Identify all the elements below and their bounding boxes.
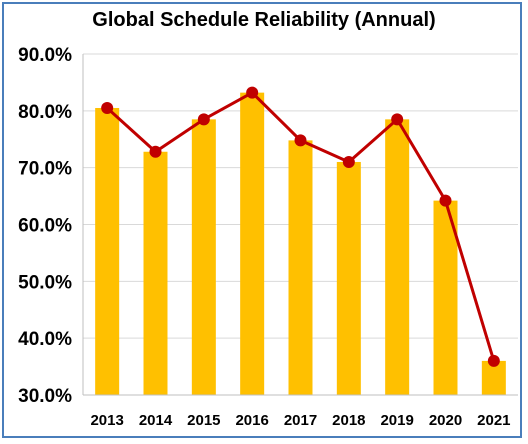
x-tick-label: 2017: [284, 412, 317, 429]
axes: [82, 54, 518, 396]
bar-2016: [240, 92, 265, 395]
line-marker-2019: [391, 113, 404, 126]
x-tick-label: 2021: [477, 412, 510, 429]
x-tick-label: 2013: [90, 412, 123, 429]
y-tick-label: 90.0%: [18, 45, 72, 66]
x-tick-label: 2020: [429, 412, 462, 429]
line-marker-2013: [101, 101, 114, 114]
line-marker-2018: [342, 155, 355, 168]
bar-series: [95, 92, 506, 395]
bar-2014: [143, 151, 168, 395]
y-tick-label: 80.0%: [18, 102, 72, 123]
y-tick-label: 50.0%: [18, 272, 72, 293]
line-marker-2015: [197, 113, 210, 126]
x-tick-label: 2019: [380, 412, 413, 429]
y-tick-label: 40.0%: [18, 329, 72, 350]
line-marker-2014: [149, 145, 162, 158]
x-tick-label: 2014: [139, 412, 173, 429]
bar-2020: [433, 200, 458, 395]
y-tick-label: 60.0%: [18, 216, 72, 237]
line-marker-2020: [439, 194, 452, 207]
x-axis-ticks: 2013 2014 2015 2016 2017 2018 2019 2020 2021: [90, 412, 510, 429]
line-marker-2017: [294, 134, 307, 147]
x-tick-label: 2016: [235, 412, 268, 429]
bar-2013: [95, 107, 120, 395]
line-marker-2016: [246, 86, 259, 99]
bar-2018: [336, 161, 361, 395]
bar-2019: [385, 119, 410, 395]
x-tick-label: 2015: [187, 412, 220, 429]
line-series: [101, 86, 500, 367]
line-marker-2021: [487, 354, 500, 367]
x-tick-label: 2018: [332, 412, 365, 429]
y-tick-label: 70.0%: [18, 159, 72, 180]
y-tick-label: 30.0%: [18, 386, 72, 407]
y-axis-ticks: 30.0% 40.0% 50.0% 60.0% 70.0% 80.0% 90.0%: [18, 45, 72, 407]
bar-2015: [191, 119, 216, 395]
bar-2017: [288, 140, 313, 395]
chart-title: Global Schedule Reliability (Annual): [92, 9, 435, 31]
